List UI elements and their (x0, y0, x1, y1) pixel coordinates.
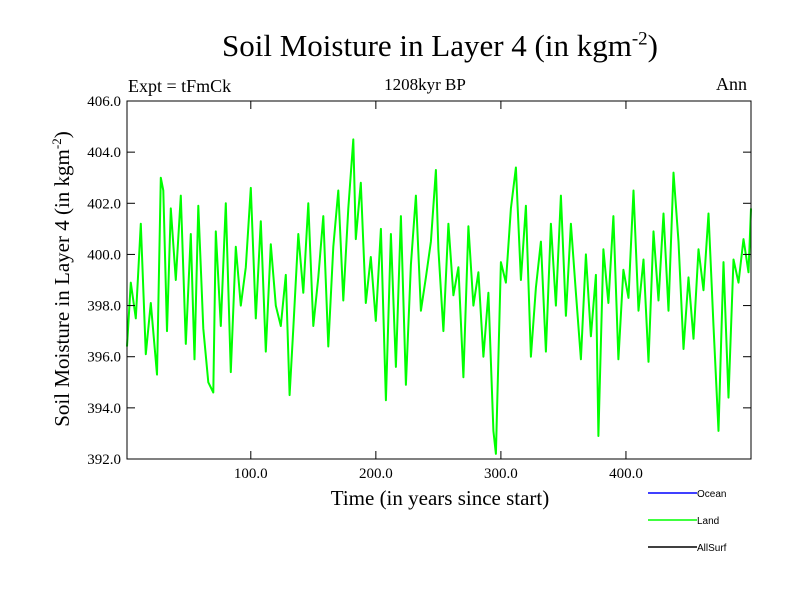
y-tick-label: 400.0 (87, 247, 121, 263)
ticks-layer: 100.0 200.0 300.0 400.0 392.0 394.0 396.0 398.0… (87, 94, 751, 482)
y-tick-label: 394.0 (87, 401, 121, 417)
x-axis-label: Time (in years since start) (330, 486, 550, 510)
y-tick-label: 406.0 (87, 94, 121, 110)
legend-label-allsurf: AllSurf (697, 543, 727, 554)
series-layer (126, 138, 752, 455)
chart-subtitle: 1208kyr BP (384, 75, 466, 94)
legend-label-ocean: Ocean (697, 489, 726, 500)
chart-title-close: ) (647, 28, 658, 63)
chart-title-main: Soil Moisture in Layer 4 (in kgm (222, 28, 632, 63)
y-tick-label: 396.0 (87, 350, 121, 366)
x-tick-label: 300.0 (484, 466, 518, 482)
experiment-label: Expt = tFmCk (128, 76, 232, 96)
y-tick-label: 398.0 (87, 299, 121, 315)
y-tick-label: 404.0 (87, 145, 121, 161)
series-line-land (126, 138, 752, 455)
legend-label-land: Land (697, 516, 719, 527)
y-tick-label: 402.0 (87, 196, 121, 212)
plot-frame (126, 100, 752, 460)
x-tick-label: 200.0 (359, 466, 393, 482)
x-tick-label: 400.0 (609, 466, 643, 482)
season-label: Ann (716, 74, 747, 94)
chart-title: Soil Moisture in Layer 4 (in kgm-2) (0, 28, 800, 64)
chart-title-sup: -2 (631, 28, 648, 50)
legend: Ocean Land AllSurf (648, 489, 727, 554)
x-tick-label: 100.0 (234, 466, 268, 482)
y-tick-label: 392.0 (87, 452, 121, 468)
